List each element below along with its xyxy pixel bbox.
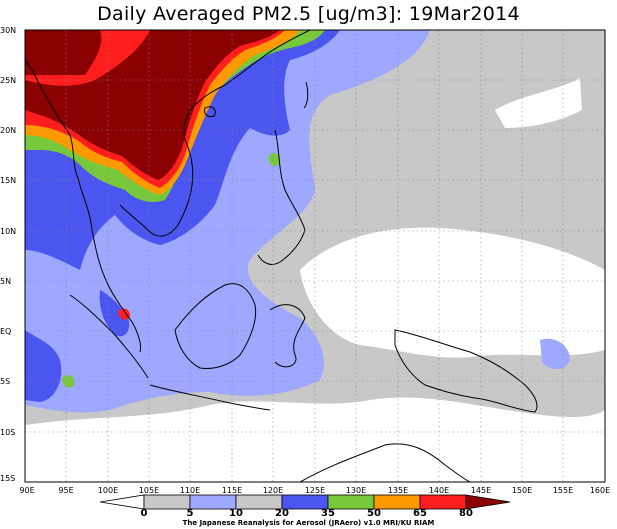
y-tick-label: 20N xyxy=(0,126,17,135)
clean-area-nw xyxy=(495,78,582,128)
clean-area-east xyxy=(300,227,605,358)
coast-borneo xyxy=(174,283,257,369)
light-blue-area-east xyxy=(540,338,570,370)
x-tick-label: 155E xyxy=(552,486,574,495)
colorbar-label: 0 xyxy=(140,508,148,519)
y-tick-label: 30N xyxy=(0,26,17,35)
coast-newguinea xyxy=(394,329,538,413)
colorbar-high-arrow xyxy=(465,494,511,510)
coast-sulawesi xyxy=(269,304,306,368)
y-tick-label: 15S xyxy=(0,474,16,483)
coast-sumatra xyxy=(69,294,149,379)
colorbar xyxy=(99,494,511,510)
colorbar-bin-50-65 xyxy=(327,494,375,510)
x-tick-label: 120E xyxy=(262,486,284,495)
x-tick-label: 135E xyxy=(387,486,409,495)
colorbar-low-arrow xyxy=(99,494,145,510)
coast-java xyxy=(149,384,271,411)
y-tick-label: 10S xyxy=(0,428,16,437)
colorbar-label: 35 xyxy=(321,508,335,519)
darkred-area xyxy=(25,30,280,180)
colorbar-label: 65 xyxy=(413,508,427,519)
x-tick-label: 90E xyxy=(19,486,35,495)
x-tick-label: 160E xyxy=(589,486,611,495)
coast-mainland xyxy=(25,30,311,353)
colorbar-bin-10-20 xyxy=(189,494,237,510)
x-tick-label: 145E xyxy=(470,486,492,495)
x-tick-label: 110E xyxy=(179,486,201,495)
red-spot-malaya xyxy=(118,308,130,320)
y-tick-label: 5N xyxy=(0,277,12,286)
colorbar-label: 20 xyxy=(275,508,289,519)
x-tick-label: 150E xyxy=(511,486,533,495)
green-spot-philippines xyxy=(268,153,280,167)
x-tick-label: 95E xyxy=(58,486,74,495)
y-tick-label: 10N xyxy=(0,227,17,236)
colorbar-bin-20-35 xyxy=(235,494,283,510)
colorbar-bin-80-up xyxy=(419,494,467,510)
colorbar-label: 10 xyxy=(229,508,243,519)
x-tick-label: 140E xyxy=(428,486,450,495)
coast-taiwan xyxy=(303,81,309,109)
coast-australia xyxy=(299,443,471,482)
x-tick-label: 115E xyxy=(221,486,243,495)
map-title: Daily Averaged PM2.5 [ug/m3]: 19Mar2014 xyxy=(97,3,520,25)
green-spot-sea xyxy=(62,375,75,388)
coast-philippines xyxy=(257,129,306,265)
coast-hainan xyxy=(204,106,216,117)
y-tick-label: 25N xyxy=(0,76,17,85)
medium-blue-area-w xyxy=(25,330,62,402)
colorbar-label: 50 xyxy=(367,508,381,519)
colorbar-bin-35-50 xyxy=(281,494,329,510)
colorbar-bin-5-10 xyxy=(143,494,191,510)
y-tick-label: 15N xyxy=(0,176,17,185)
y-tick-label: EQ xyxy=(0,327,12,336)
colorbar-bin-65-80 xyxy=(373,494,421,510)
credit-text: The Japanese Reanalysis for Aerosol (JRA… xyxy=(182,519,435,527)
coastlines xyxy=(25,30,538,482)
x-tick-label: 100E xyxy=(97,486,119,495)
y-tick-label: 5S xyxy=(0,377,11,386)
colorbar-label: 80 xyxy=(459,508,473,519)
grid-lines xyxy=(25,30,605,482)
medium-blue-area-malaya xyxy=(99,290,130,337)
x-tick-label: 105E xyxy=(138,486,160,495)
colorbar-label: 5 xyxy=(186,508,194,519)
x-tick-label: 125E xyxy=(304,486,326,495)
map-frame xyxy=(24,29,606,483)
x-tick-label: 130E xyxy=(345,486,367,495)
concentration-field xyxy=(25,30,605,482)
